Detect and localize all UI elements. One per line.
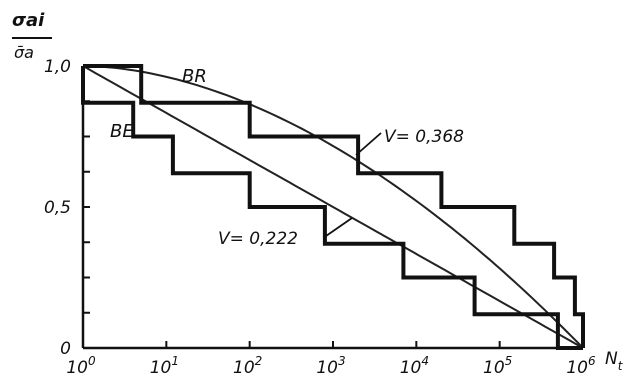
x-tick-label-exponent: 1 (171, 354, 179, 368)
x-tick-label-base: 10 (483, 358, 505, 378)
y-axis-label-bottom: σ̄a (14, 43, 34, 62)
x-tick-label-exponent: 4 (421, 354, 429, 368)
x-tick-label: 101 (150, 354, 179, 378)
x-tick-label-exponent: 5 (505, 354, 513, 368)
x-tick-label-exponent: 3 (338, 354, 346, 368)
y-tick-label: 0,5 (44, 198, 71, 218)
x-axis-label-sub: t (618, 359, 624, 373)
curve-br (82, 65, 584, 349)
chart-labels: σai σ̄a BR BE V= 0,368 V= 0,222 Nt (12, 10, 624, 373)
x-tick-label: 102 (233, 354, 262, 378)
x-tick-label-exponent: 0 (88, 354, 96, 368)
annotation-v-0368: V= 0,368 (384, 127, 464, 147)
series-label-be: BE (110, 121, 134, 142)
step-br (83, 64, 585, 348)
annotation-pointer-v-0368 (355, 132, 382, 156)
x-tick-label-base: 10 (400, 358, 422, 378)
x-tick-label-base: 10 (566, 358, 588, 378)
curve-be (82, 65, 584, 349)
x-axis-label-main: N (605, 349, 618, 369)
x-tick-label-base: 10 (150, 358, 172, 378)
x-tick-label: 106 (566, 354, 596, 378)
step-lines (81, 64, 585, 350)
smooth-curves (82, 65, 584, 349)
x-tick-label-exponent: 6 (588, 354, 596, 368)
x-tick-label: 100 (66, 354, 96, 378)
annotation-pointer-v-0222 (325, 217, 353, 237)
y-tick-label: 1,0 (44, 57, 71, 77)
x-tick-label-base: 10 (316, 358, 338, 378)
x-tick-label: 103 (316, 354, 345, 378)
x-tick-label: 105 (483, 354, 512, 378)
y-axis-label-top: σai (12, 10, 45, 31)
x-tick-label: 104 (400, 354, 429, 378)
step-be (81, 66, 583, 350)
x-tick-label-exponent: 2 (255, 354, 263, 368)
x-tick-label-base: 10 (233, 358, 255, 378)
x-axis-label: Nt (605, 349, 624, 373)
annotation-v-0222: V= 0,222 (218, 229, 298, 249)
x-tick-label-base: 10 (66, 358, 88, 378)
series-label-br: BR (182, 66, 207, 87)
y-tick-label: 0 (60, 339, 71, 359)
